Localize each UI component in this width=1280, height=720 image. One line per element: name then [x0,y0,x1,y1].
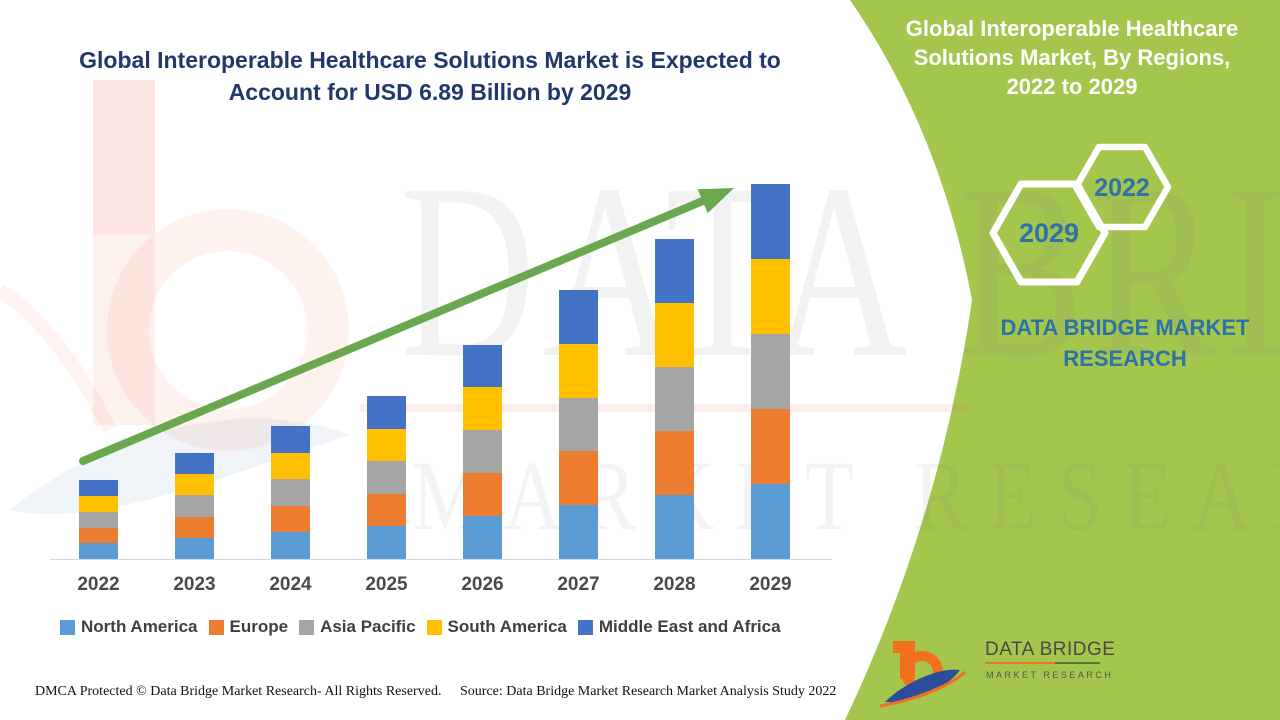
bar-segment-europe [367,493,406,527]
chart-title: Global Interoperable Healthcare Solution… [40,44,820,108]
bar-segment-north-america [463,516,502,559]
bar-segment-asia-pacific [559,397,598,452]
bar-segment-asia-pacific [655,366,694,431]
bar-segment-north-america [271,532,310,559]
legend-swatch [60,619,75,635]
x-tick-label-2023: 2023 [173,574,216,595]
x-tick-label-2022: 2022 [77,574,120,595]
bar-segment-north-america [751,484,790,559]
x-axis-line [50,559,832,560]
bar-2023 [175,453,214,559]
bar-segment-asia-pacific [175,495,214,517]
bar-segment-south-america [559,343,598,398]
bar-segment-middle-east-and-africa [271,426,310,453]
bar-segment-asia-pacific [751,334,790,410]
legend-label: Europe [229,617,289,636]
x-tick-label-2025: 2025 [365,574,408,595]
bar-segment-south-america [79,496,118,512]
brand-text: DATA BRIDGE MARKET RESEARCH [1000,315,1250,371]
logo-tagline-text: MARKET RESEARCH [986,670,1113,680]
x-tick-label-2026: 2026 [461,574,504,595]
bar-segment-europe [175,516,214,538]
legend-item-middle-east-and-africa: Middle East and Africa [577,617,781,637]
bar-segment-middle-east-and-africa [655,238,694,303]
bar-2024 [271,426,310,559]
x-tick-label-2024: 2024 [269,574,312,595]
legend-swatch [426,619,442,635]
bar-2025 [367,396,406,559]
legend-swatch [577,619,593,635]
hexagon-2029 [989,180,1109,286]
bar-segment-asia-pacific [367,461,406,494]
hexagon-2022-label: 2022 [1094,174,1150,202]
bar-segment-north-america [367,526,406,559]
right-panel-title: Global Interoperable Healthcare Solution… [892,14,1252,101]
x-tick-label-2029: 2029 [749,574,792,595]
legend-item-south-america: South America [426,617,567,637]
legend-swatch [299,619,315,635]
hexagon-2029-label: 2029 [1019,218,1079,248]
bar-2026 [463,344,502,559]
bar-2027 [559,290,598,559]
chart-title-line2: Account for USD 6.89 Billion by 2029 [228,79,632,105]
bar-segment-middle-east-and-africa [463,344,502,388]
bar-segment-middle-east-and-africa [367,396,406,429]
right-panel-title-line2: Solutions Market, By Regions, [913,45,1231,70]
bar-segment-south-america [463,387,502,431]
source-note: Source: Data Bridge Market Research Mark… [460,684,837,699]
dmca-notice: DMCA Protected © Data Bridge Market Rese… [35,684,442,699]
legend-item-asia-pacific: Asia Pacific [299,617,416,637]
logo-name-text: DATA BRIDGE [985,639,1115,660]
bar-segment-middle-east-and-africa [559,290,598,344]
bar-segment-middle-east-and-africa [175,453,214,475]
right-panel-title-line3: 2022 to 2029 [1006,74,1138,99]
bar-segment-europe [559,451,598,506]
bar-segment-north-america [79,543,118,559]
legend-label: Asia Pacific [320,617,416,636]
legend-label: Middle East and Africa [598,617,781,636]
bar-segment-north-america [559,505,598,559]
bar-segment-europe [655,430,694,495]
legend-label: South America [447,617,567,636]
right-panel-title-line1: Global Interoperable Healthcare [905,16,1239,41]
bar-segment-europe [751,409,790,485]
bar-segment-south-america [175,474,214,496]
data-bridge-logo: DATA BRIDGE MARKET RESEARCH [880,639,1115,708]
chart-legend: North America Europe Asia Pacific South Ame… [60,617,781,637]
bar-2028 [655,238,694,559]
legend-swatch [208,619,224,635]
bar-segment-middle-east-and-africa [751,184,790,260]
bar-segment-asia-pacific [271,479,310,506]
logo-underline-green [1055,662,1100,664]
bar-segment-asia-pacific [463,430,502,474]
bar-segment-south-america [655,302,694,367]
bar-segment-south-america [751,259,790,335]
bar-segment-europe [79,527,118,544]
bar-segment-south-america [367,428,406,462]
bar-segment-asia-pacific [79,511,118,528]
chart-title-line1: Global Interoperable Healthcare Solution… [79,47,781,73]
logo-swoosh-orange [880,670,967,708]
legend-item-europe: Europe [208,617,289,637]
bar-segment-north-america [655,494,694,559]
legend-item-north-america: North America [60,617,198,637]
x-tick-label-2028: 2028 [653,574,696,595]
logo-underline-orange [985,662,1055,664]
bar-segment-europe [271,505,310,533]
bar-segment-europe [463,473,502,517]
bar-segment-south-america [271,452,310,480]
hexagon-year-badges: 2022 2029 [989,143,1172,286]
legend-label: North America [81,617,198,636]
green-panel-shape [845,0,1280,720]
bar-segment-middle-east-and-africa [79,480,118,497]
bar-2029 [751,184,790,559]
x-tick-label-2027: 2027 [557,574,600,595]
logo-swoosh-blue [885,669,960,703]
bar-segment-north-america [175,537,214,559]
bar-2022 [79,480,118,559]
